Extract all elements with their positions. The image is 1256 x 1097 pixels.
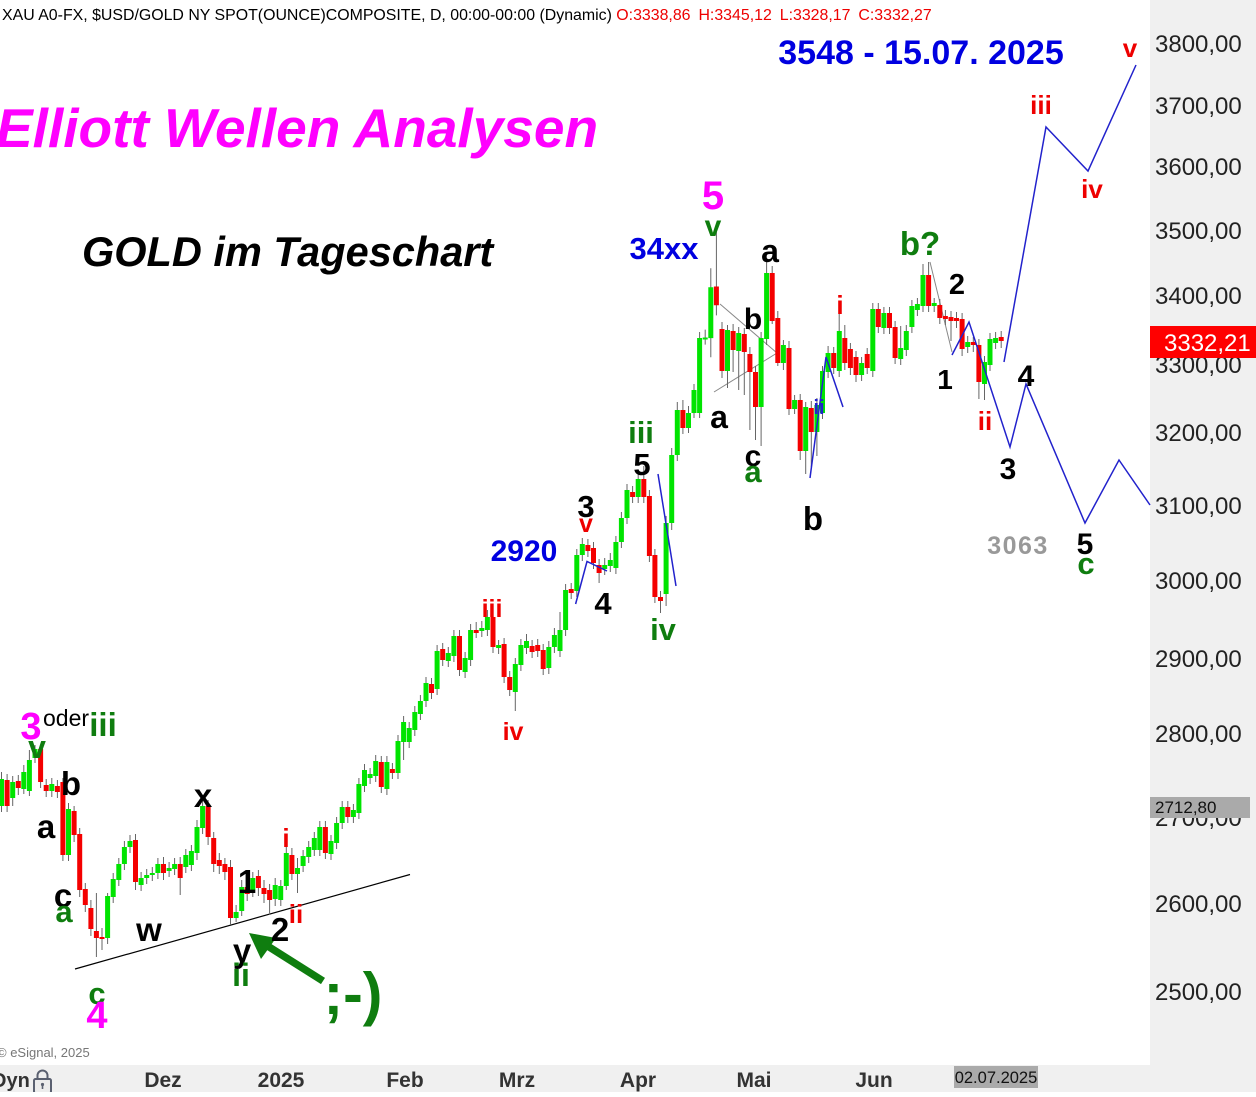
svg-text:a: a [744, 454, 762, 489]
svg-text:v: v [1123, 33, 1138, 63]
svg-text:2500,00: 2500,00 [1155, 979, 1242, 1006]
svg-text:v: v [28, 729, 46, 765]
svg-text:i: i [282, 823, 289, 853]
svg-text:a: a [710, 399, 728, 435]
svg-text:Apr: Apr [620, 1069, 656, 1092]
svg-text:a: a [761, 233, 779, 269]
svg-text:b?: b? [900, 225, 940, 262]
svg-text:iii: iii [89, 706, 117, 743]
svg-text:ii: ii [813, 397, 824, 419]
svg-text:;-): ;-) [324, 961, 383, 1027]
svg-text:w: w [135, 911, 162, 948]
svg-text:© eSignal, 2025: © eSignal, 2025 [0, 1045, 90, 1060]
svg-text:iii: iii [482, 595, 503, 623]
svg-text:iv: iv [1081, 174, 1103, 204]
svg-text:02.07.2025: 02.07.2025 [955, 1069, 1038, 1087]
svg-text:4: 4 [86, 995, 107, 1037]
svg-text:5: 5 [1077, 528, 1094, 561]
svg-text:3400,00: 3400,00 [1155, 283, 1242, 310]
svg-text:2: 2 [271, 911, 289, 948]
svg-text:3548 - 15.07. 2025: 3548 - 15.07. 2025 [778, 34, 1063, 72]
svg-text:iv: iv [503, 718, 524, 746]
svg-text:3100,00: 3100,00 [1155, 493, 1242, 520]
svg-text:iii: iii [1030, 90, 1052, 120]
svg-text:5: 5 [633, 447, 650, 482]
svg-text:a: a [55, 894, 73, 929]
svg-text:oder: oder [43, 705, 89, 731]
svg-text:ii: ii [232, 957, 250, 993]
svg-text:2: 2 [949, 269, 965, 301]
svg-text:2900,00: 2900,00 [1155, 646, 1242, 673]
svg-text:5: 5 [702, 174, 724, 218]
svg-text:2025: 2025 [258, 1069, 305, 1092]
svg-text:3063: 3063 [987, 532, 1049, 560]
svg-text:x: x [194, 777, 213, 814]
svg-text:3600,00: 3600,00 [1155, 154, 1242, 181]
svg-text:i: i [836, 290, 843, 320]
svg-text:iii: iii [628, 415, 654, 450]
svg-text:c: c [745, 440, 762, 473]
svg-text:Mai: Mai [736, 1069, 771, 1092]
svg-text:Jun: Jun [855, 1069, 892, 1092]
svg-text:3332,21: 3332,21 [1164, 330, 1251, 357]
svg-text:iv: iv [650, 612, 677, 647]
svg-text:c: c [1077, 546, 1094, 581]
svg-text:b: b [803, 500, 823, 537]
svg-text:v: v [705, 210, 722, 243]
svg-text:b: b [744, 303, 762, 336]
svg-text:3800,00: 3800,00 [1155, 31, 1242, 58]
svg-text:1: 1 [238, 863, 256, 900]
svg-text:1: 1 [937, 364, 953, 395]
svg-text:2712,80: 2712,80 [1155, 798, 1216, 817]
svg-text:Dyn: Dyn [0, 1070, 30, 1092]
svg-text:3200,00: 3200,00 [1155, 420, 1242, 447]
svg-text:Mrz: Mrz [499, 1069, 535, 1092]
svg-text:3: 3 [20, 706, 41, 748]
svg-text:2920: 2920 [491, 535, 558, 568]
svg-text:a: a [37, 808, 56, 845]
svg-text:3500,00: 3500,00 [1155, 218, 1242, 245]
svg-text:Dez: Dez [144, 1069, 181, 1092]
svg-text:v: v [579, 510, 593, 538]
svg-text:Feb: Feb [386, 1069, 423, 1092]
svg-text:3700,00: 3700,00 [1155, 93, 1242, 120]
svg-text:2800,00: 2800,00 [1155, 721, 1242, 748]
svg-text:b: b [61, 765, 81, 802]
svg-text:ii: ii [978, 406, 992, 436]
svg-text:c: c [54, 877, 72, 914]
svg-text:3: 3 [1000, 453, 1017, 486]
svg-text:c: c [88, 976, 105, 1011]
svg-text:XAU A0-FX, $USD/GOLD NY SPOT(O: XAU A0-FX, $USD/GOLD NY SPOT(OUNCE)COMPO… [2, 7, 932, 24]
svg-text:y: y [233, 932, 252, 969]
svg-text:Elliott Wellen Analysen: Elliott Wellen Analysen [0, 97, 598, 159]
svg-text:ii: ii [289, 899, 303, 929]
svg-text:34xx: 34xx [630, 231, 700, 266]
svg-text:4: 4 [1018, 360, 1035, 393]
svg-text:GOLD im Tageschart: GOLD im Tageschart [82, 228, 495, 275]
svg-text:2600,00: 2600,00 [1155, 891, 1242, 918]
svg-text:4: 4 [594, 586, 612, 621]
svg-text:3000,00: 3000,00 [1155, 568, 1242, 595]
svg-text:3: 3 [577, 489, 594, 524]
